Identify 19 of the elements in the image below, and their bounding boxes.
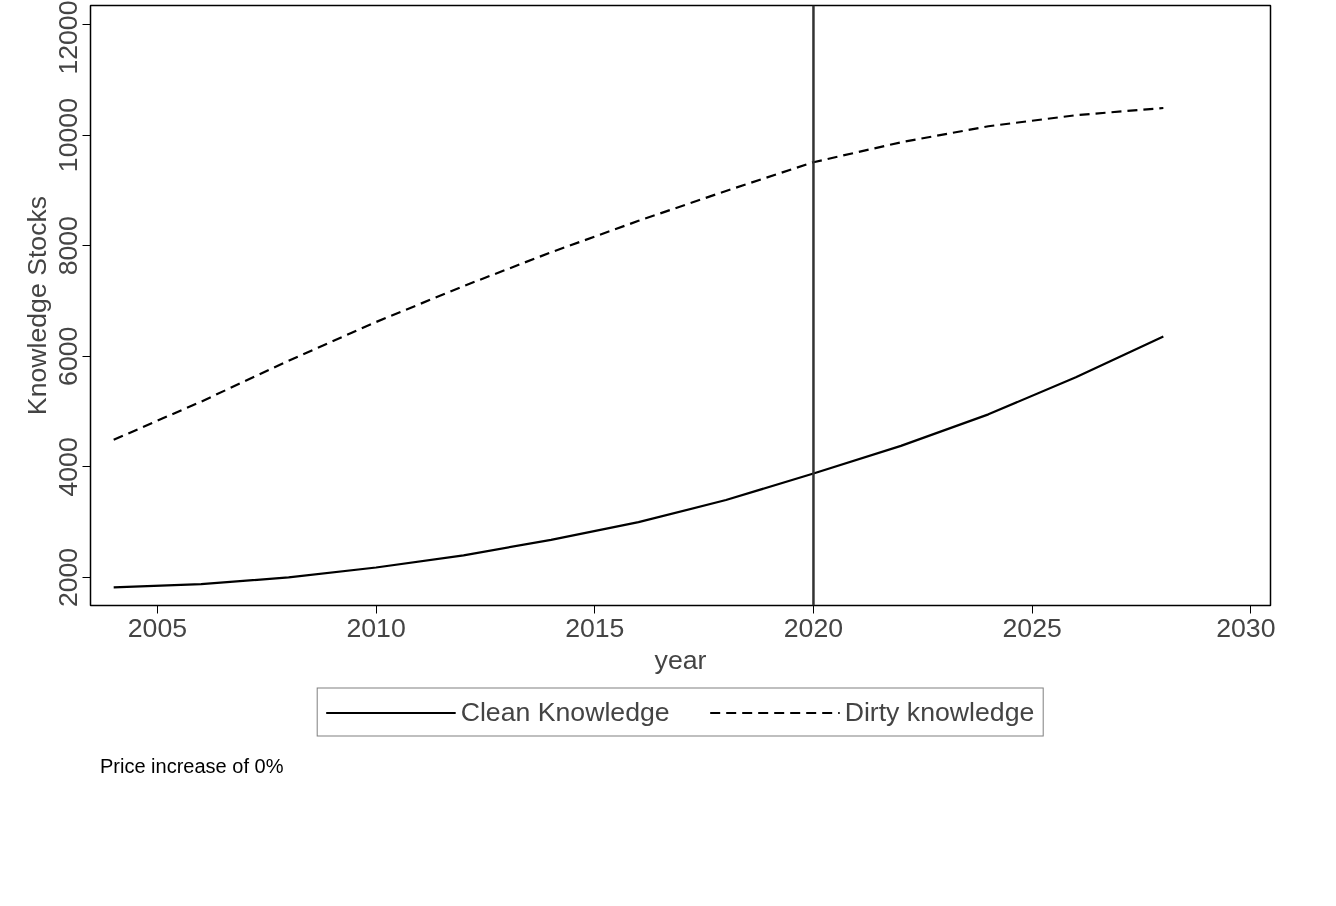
y-tick-label: 4000 xyxy=(53,437,84,497)
x-tick-label: 2020 xyxy=(783,612,844,643)
x-tick-label: 2015 xyxy=(565,612,625,643)
x-tick-label: 2010 xyxy=(346,612,406,643)
x-axis-title: year xyxy=(654,644,707,675)
legend-label: Dirty knowledge xyxy=(844,696,1035,728)
y-tick-label: 6000 xyxy=(53,326,84,386)
x-tick-label: 2025 xyxy=(1002,612,1062,643)
text: Price increase of 0% xyxy=(100,754,284,779)
line-series xyxy=(112,106,1165,441)
y-axis-title: Knowledge Stocks xyxy=(21,195,52,416)
x-tick-label: 2030 xyxy=(1216,612,1276,643)
line-series xyxy=(112,335,1165,589)
y-tick-label: 2000 xyxy=(53,547,84,608)
y-tick-label: 8000 xyxy=(53,216,84,276)
y-tick-label: 10000 xyxy=(53,98,84,173)
x-tick-label: 2005 xyxy=(127,612,188,643)
y-tick-label: 12000 xyxy=(53,0,84,75)
legend-label: Clean Knowledge xyxy=(460,696,670,728)
